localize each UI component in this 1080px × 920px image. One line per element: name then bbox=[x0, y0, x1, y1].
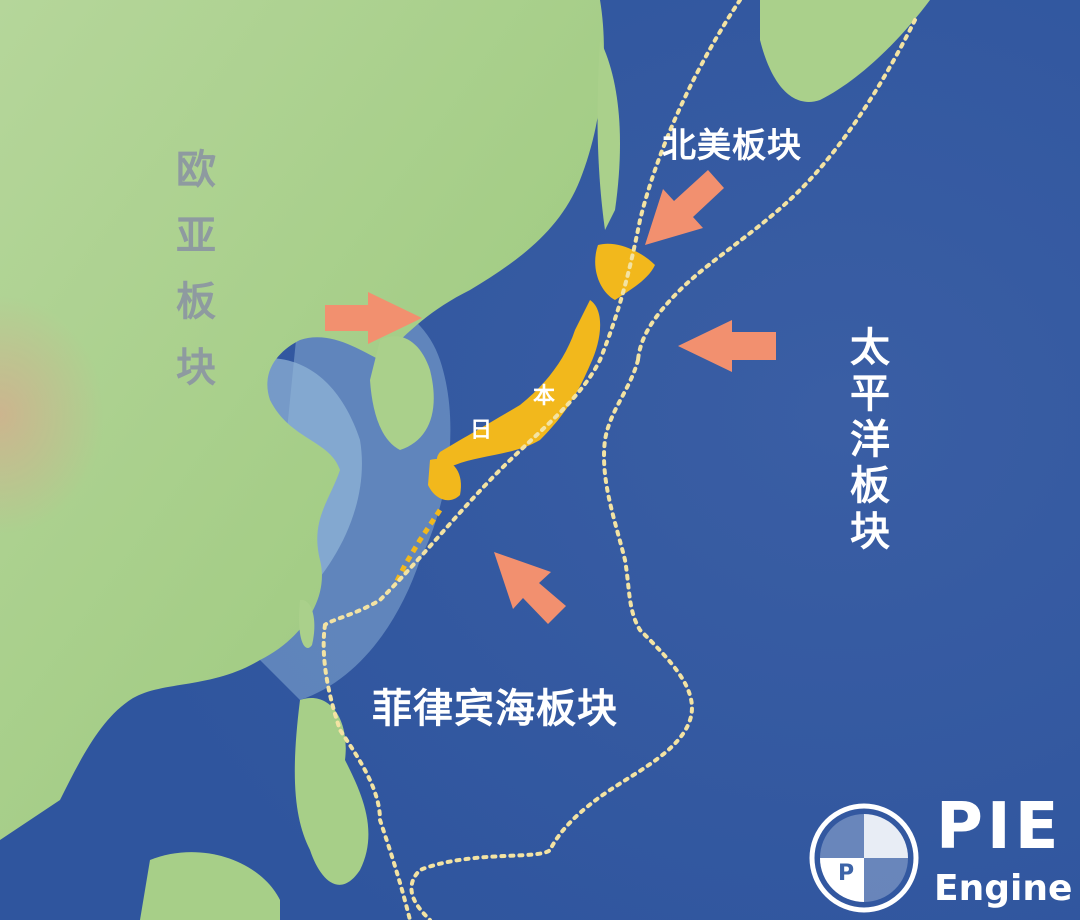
korea-peninsula bbox=[370, 336, 434, 450]
eurasia-char-0: 欧 bbox=[176, 147, 216, 193]
north-american-plate-label: 北美板块 bbox=[662, 126, 802, 166]
pacific-char-2: 洋 bbox=[850, 417, 890, 463]
philippines bbox=[294, 698, 369, 885]
asia-mainland bbox=[0, 0, 604, 840]
japan-label-char-1: 本 bbox=[533, 384, 556, 409]
eurasia-char-1: 亚 bbox=[176, 213, 216, 259]
pie-engine-logo: P PIE Engine bbox=[808, 790, 1078, 918]
sakhalin-island bbox=[597, 40, 620, 230]
japan-honshu bbox=[436, 300, 601, 467]
japan-label-char-2: 日 bbox=[470, 418, 493, 443]
logo-text: PIE bbox=[936, 790, 1063, 864]
arrow-eurasia-east bbox=[325, 292, 422, 344]
philippine-sea-plate-label: 菲律宾海板块 bbox=[372, 686, 618, 732]
arrow-philippine-northwest bbox=[494, 552, 566, 624]
pacific-plate-label: 太平洋板块 bbox=[850, 328, 890, 558]
eurasia-char-2: 板 bbox=[176, 279, 216, 325]
globe-pie-icon: P bbox=[809, 803, 919, 913]
kamchatka bbox=[760, 0, 930, 102]
eurasian-plate-label: 欧亚板块 bbox=[176, 150, 216, 414]
taiwan-island bbox=[299, 599, 315, 648]
boundary-philippine-sea bbox=[409, 358, 694, 920]
arrow-pacific-west bbox=[678, 320, 776, 372]
eurasia-char-3: 块 bbox=[176, 345, 216, 391]
pacific-char-4: 块 bbox=[850, 509, 890, 555]
boundary-pacific-north-america bbox=[636, 18, 917, 362]
svg-text:P: P bbox=[838, 861, 854, 886]
japan-hokkaido bbox=[595, 243, 655, 300]
boundary-philippine-west bbox=[321, 623, 412, 920]
pacific-char-1: 平 bbox=[850, 371, 890, 417]
logo-subtext: Engine bbox=[934, 868, 1073, 909]
japan-kyushu bbox=[428, 459, 461, 501]
pacific-char-3: 板 bbox=[850, 463, 890, 509]
arrow-north-america-southwest bbox=[645, 170, 724, 245]
boundary-eurasia-north-america bbox=[323, 0, 742, 627]
pacific-char-0: 太 bbox=[850, 325, 890, 371]
borneo bbox=[140, 852, 280, 920]
